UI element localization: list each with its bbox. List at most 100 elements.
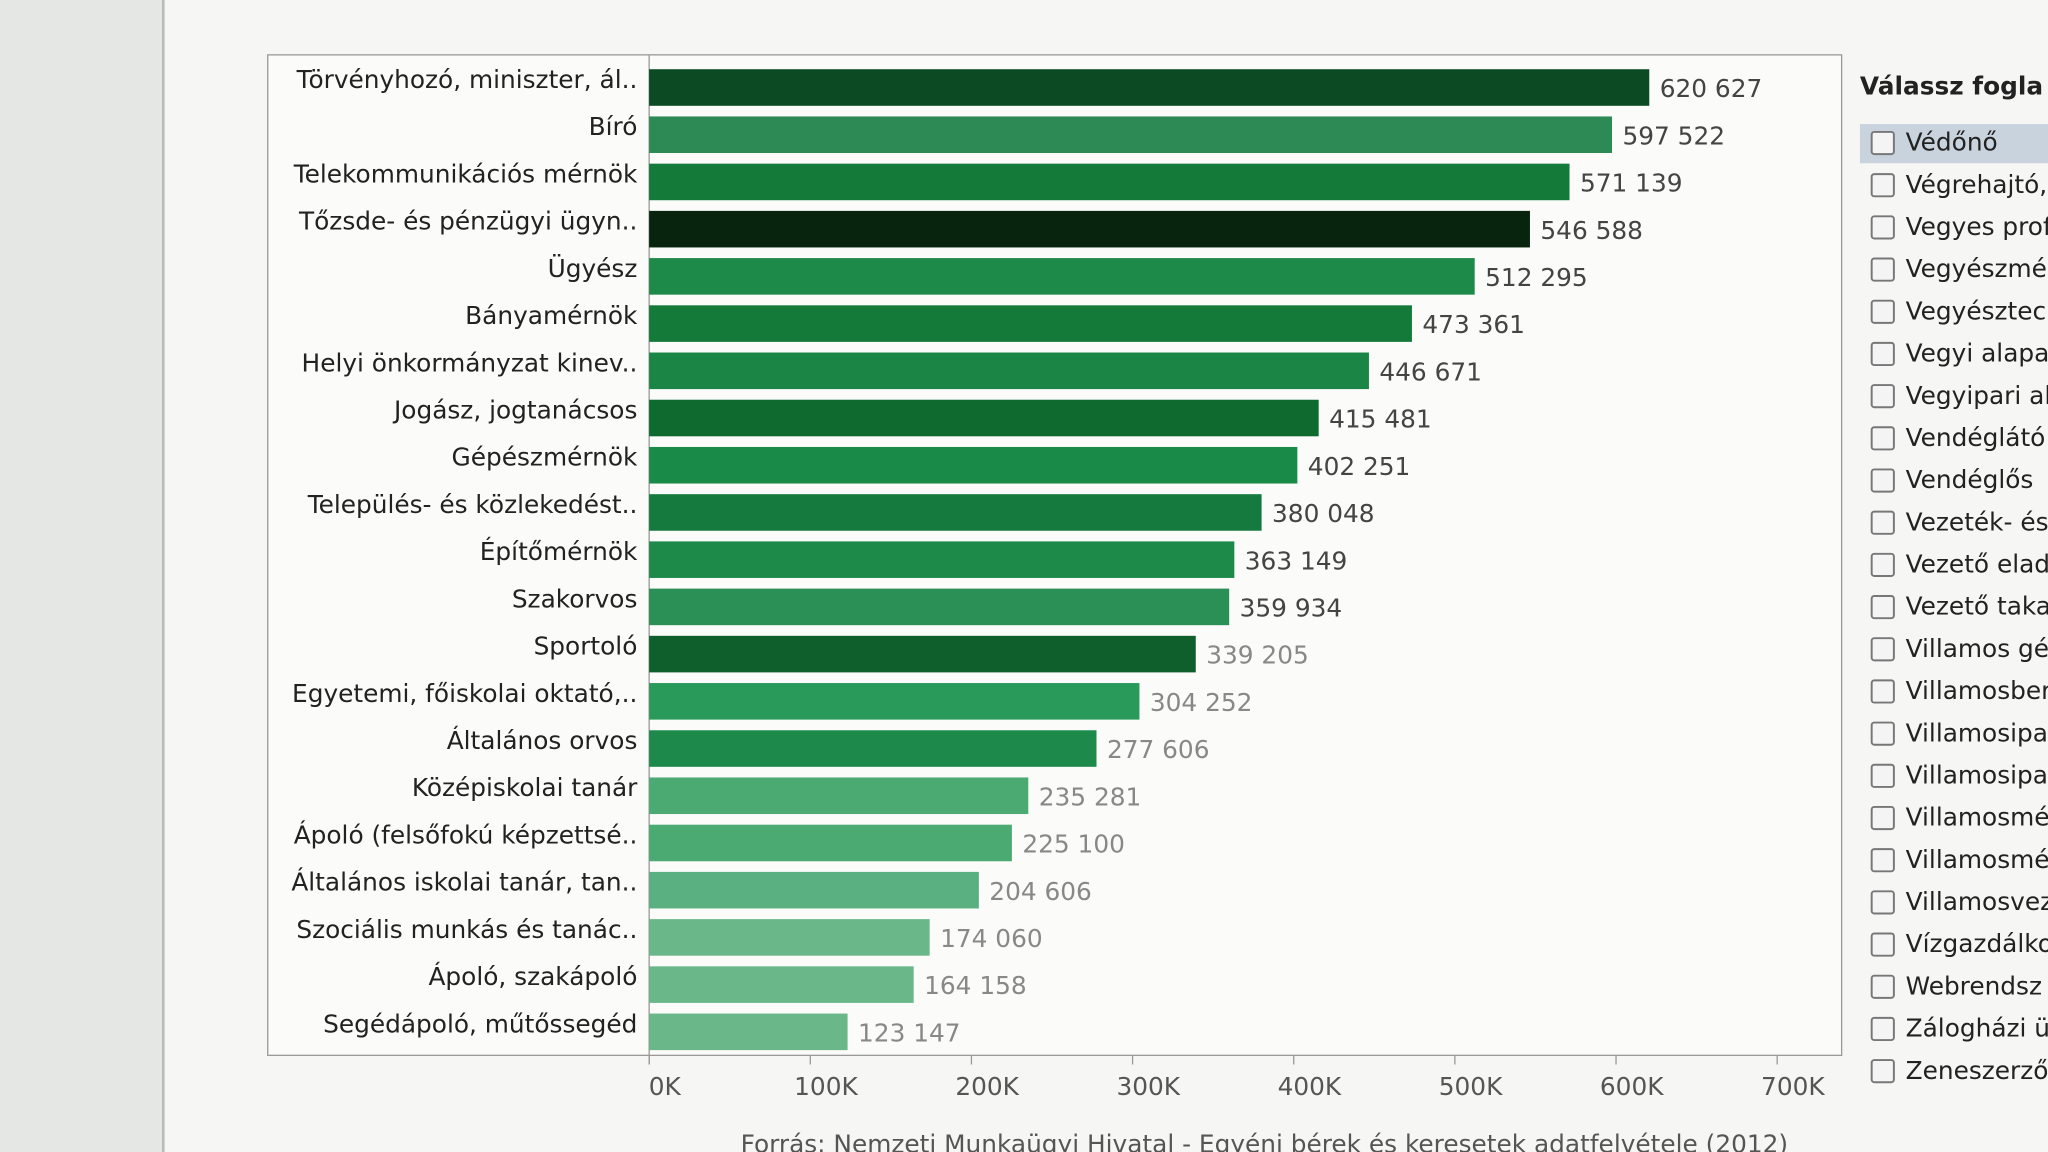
category-label: Szakorvos: [512, 584, 638, 613]
category-label: Telekommunikációs mérnök: [293, 159, 638, 188]
checkbox-label[interactable]: Vezető elad: [1906, 550, 2048, 579]
bar: [649, 305, 1412, 342]
category-label: Tőzsde- és pénzügyi ügyn..: [298, 207, 637, 236]
x-tick-label: 700K: [1761, 1072, 1825, 1101]
checkbox-label[interactable]: Villamos gé: [1906, 634, 2048, 663]
bar: [649, 210, 1530, 248]
checkbox-label[interactable]: Villamosvez: [1906, 887, 2048, 916]
x-tick-label: 400K: [1278, 1072, 1342, 1101]
value-label: 380 048: [1272, 499, 1375, 528]
checkbox[interactable]: [1870, 468, 1895, 493]
category-label: Bányamérnök: [465, 301, 638, 330]
checkbox[interactable]: [1870, 341, 1895, 367]
category-label: Segédápoló, műtőssegéd: [323, 1009, 637, 1038]
x-tick-label: 600K: [1600, 1072, 1664, 1101]
bar: [649, 871, 979, 909]
value-label: 123 147: [858, 1018, 961, 1047]
value-label: 546 588: [1540, 216, 1643, 245]
x-tick-label: 300K: [1116, 1072, 1180, 1101]
x-tick-label: 100K: [794, 1072, 858, 1101]
bar: [649, 446, 1298, 484]
checkbox[interactable]: [1870, 679, 1895, 704]
value-label: 225 100: [1022, 830, 1125, 859]
checkbox-label[interactable]: Villamosmé: [1906, 803, 2048, 832]
checkbox[interactable]: [1870, 552, 1895, 577]
category-label: Ügyész: [548, 254, 638, 283]
checkbox-label[interactable]: Villamosipa: [1906, 760, 2048, 789]
bar: [649, 777, 1029, 815]
checkbox-label[interactable]: Vezető taka: [1906, 592, 2048, 621]
bar: [649, 399, 1319, 437]
checkbox-label[interactable]: Vendéglős: [1906, 465, 2034, 494]
value-label: 597 522: [1622, 121, 1725, 150]
checkbox[interactable]: [1870, 637, 1895, 662]
checkbox-label[interactable]: Végrehajtó,: [1906, 170, 2048, 199]
source: Forrás: Nemzeti Munkaügyi Hivatal - Egyé…: [741, 1129, 1789, 1152]
checkbox[interactable]: [1870, 384, 1895, 409]
checkbox[interactable]: [1870, 1059, 1895, 1084]
value-label: 174 060: [940, 924, 1043, 953]
value-label: 164 158: [924, 971, 1027, 1000]
category-label: Gépészmérnök: [452, 443, 638, 472]
category-label: Település- és közlekedést..: [307, 490, 638, 519]
x-tick-label: 200K: [955, 1072, 1019, 1101]
checkbox-label[interactable]: Villamosmé: [1906, 845, 2048, 874]
category-label: Egyetemi, főiskolai oktató,..: [292, 679, 637, 708]
checkbox[interactable]: [1870, 510, 1895, 535]
checkbox[interactable]: [1870, 721, 1895, 746]
checkbox-label[interactable]: Vegyésztec: [1906, 296, 2047, 325]
checkbox[interactable]: [1870, 890, 1895, 915]
checkbox[interactable]: [1870, 974, 1895, 999]
checkbox-label[interactable]: Vízgazdálko: [1906, 929, 2048, 958]
checkbox[interactable]: [1870, 299, 1895, 324]
category-label: Jogász, jogtanácsos: [392, 395, 637, 424]
checkbox-label[interactable]: Zálogházi ü: [1906, 1014, 2048, 1043]
bar: [649, 258, 1475, 295]
x-tick-label: 0K: [649, 1072, 682, 1101]
x-tick-label: 500K: [1439, 1072, 1503, 1101]
checkbox[interactable]: [1870, 426, 1895, 451]
checkbox[interactable]: [1870, 215, 1895, 240]
category-label: Építőmérnök: [480, 537, 638, 566]
value-label: 204 606: [989, 877, 1092, 906]
category-label: Középiskolai tanár: [412, 773, 638, 802]
checkbox[interactable]: [1870, 763, 1895, 788]
checkbox-label[interactable]: Vegyi alapa: [1906, 339, 2048, 368]
panel-title: Válassz fogla: [1860, 72, 2043, 101]
checkbox[interactable]: [1870, 595, 1895, 620]
bar: [649, 966, 914, 1003]
bar: [649, 116, 1613, 154]
category-label: Sportoló: [534, 632, 638, 661]
value-label: 571 139: [1580, 169, 1683, 198]
category-label: Ápoló, szakápoló: [428, 962, 637, 991]
checkbox-label[interactable]: Vezeték- és: [1906, 507, 2048, 536]
checkbox-label[interactable]: Vegyészmé: [1906, 254, 2047, 283]
checkbox[interactable]: [1870, 805, 1895, 831]
bar: [649, 635, 1196, 673]
checkbox-label[interactable]: Villamosber: [1906, 676, 2048, 705]
checkbox-label[interactable]: Webrendsz: [1906, 971, 2042, 1000]
bar: [649, 541, 1235, 578]
category-label: Törvényhozó, miniszter, ál..: [296, 65, 638, 94]
checkbox[interactable]: [1870, 173, 1895, 198]
value-label: 277 606: [1107, 735, 1210, 764]
checkbox-label[interactable]: Zeneszerző,: [1906, 1056, 2048, 1085]
checkbox[interactable]: [1870, 130, 1895, 156]
bar: [649, 69, 1650, 106]
value-label: 512 295: [1485, 263, 1588, 292]
checkbox-label[interactable]: Villamosipa: [1906, 718, 2048, 747]
value-label: 363 149: [1245, 546, 1348, 575]
value-label: 402 251: [1308, 452, 1411, 481]
bar: [649, 1013, 848, 1051]
value-label: 415 481: [1329, 405, 1432, 434]
checkbox-label[interactable]: Vegyes prof: [1906, 212, 2048, 241]
checkbox-label[interactable]: Vendéglátó: [1906, 423, 2046, 452]
checkbox[interactable]: [1870, 932, 1895, 957]
checkbox-label[interactable]: Védőnő: [1906, 128, 1998, 157]
checkbox-label[interactable]: Vegyipari al: [1906, 381, 2048, 410]
checkbox[interactable]: [1870, 848, 1895, 873]
category-label: Ápoló (felsőfokú képzettsé..: [294, 820, 638, 849]
checkbox[interactable]: [1870, 257, 1895, 282]
checkbox[interactable]: [1870, 1016, 1895, 1042]
